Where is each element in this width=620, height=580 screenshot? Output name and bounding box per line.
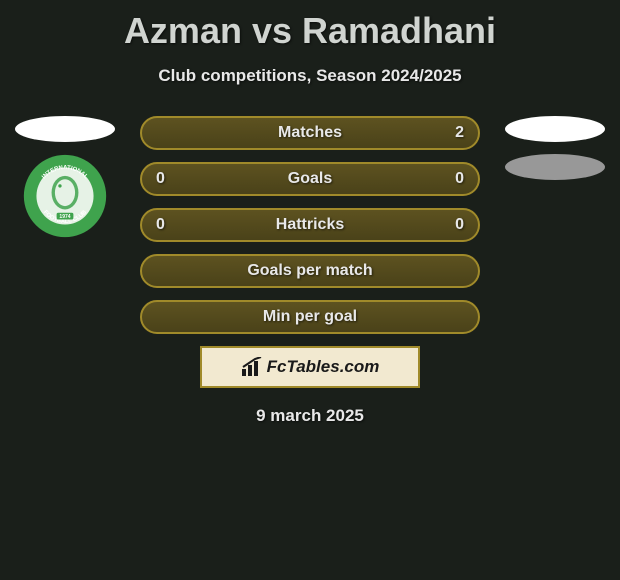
club-badge-left: INTERNATIONAL FOOTBALL CLUB 1974	[23, 154, 107, 238]
stat-right-value: 0	[455, 170, 464, 188]
stat-left-value: 0	[156, 216, 165, 234]
stat-row-goals-per-match: Goals per match	[140, 254, 480, 288]
right-player-column	[500, 116, 610, 192]
brand-name: FcTables.com	[267, 357, 380, 377]
page-title: Azman vs Ramadhani	[0, 0, 620, 52]
club-badge-placeholder-right	[505, 154, 605, 180]
stat-label: Matches	[278, 124, 342, 142]
left-player-column: INTERNATIONAL FOOTBALL CLUB 1974	[10, 116, 120, 238]
stat-label: Goals per match	[247, 262, 372, 280]
chart-icon	[241, 357, 263, 377]
stat-label: Goals	[288, 170, 332, 188]
stat-right-value: 0	[455, 216, 464, 234]
stat-label: Hattricks	[276, 216, 344, 234]
badge-year: 1974	[59, 214, 70, 220]
stat-right-value: 2	[455, 124, 464, 142]
date-label: 9 march 2025	[0, 406, 620, 426]
player-photo-placeholder-right	[505, 116, 605, 142]
stat-row-hattricks: 0 Hattricks 0	[140, 208, 480, 242]
brand-attribution[interactable]: FcTables.com	[200, 346, 420, 388]
stat-left-value: 0	[156, 170, 165, 188]
player-photo-placeholder-left	[15, 116, 115, 142]
stat-row-goals: 0 Goals 0	[140, 162, 480, 196]
stat-label: Min per goal	[263, 308, 357, 326]
subtitle: Club competitions, Season 2024/2025	[0, 66, 620, 86]
comparison-content: INTERNATIONAL FOOTBALL CLUB 1974 Matches…	[0, 116, 620, 426]
stat-row-min-per-goal: Min per goal	[140, 300, 480, 334]
stat-row-matches: Matches 2	[140, 116, 480, 150]
stats-table: Matches 2 0 Goals 0 0 Hattricks 0 Goals …	[140, 116, 480, 334]
